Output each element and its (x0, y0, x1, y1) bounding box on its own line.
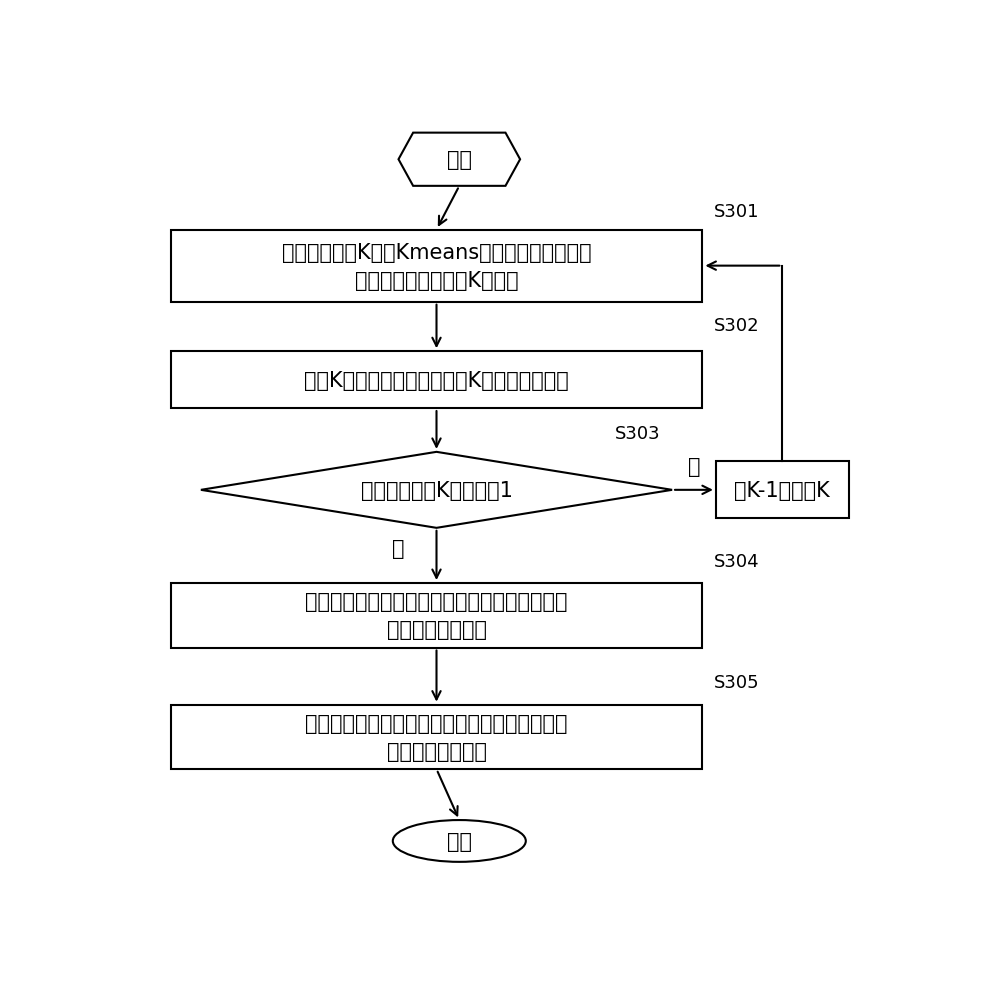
Text: 否: 否 (392, 538, 405, 558)
Text: 结束: 结束 (447, 831, 472, 851)
Text: 将K-1赋值给K: 将K-1赋值给K (734, 480, 830, 500)
Text: S303: S303 (615, 425, 661, 443)
Text: 是: 是 (688, 457, 700, 476)
Text: S305: S305 (714, 673, 760, 691)
Text: 基于类簇指标曲线中的拐点从多个聚类数量中确
定出目标聚类数量: 基于类簇指标曲线中的拐点从多个聚类数量中确 定出目标聚类数量 (305, 713, 568, 761)
Text: 开始: 开始 (447, 150, 472, 170)
Text: 基于聚类数量和与各个聚类数量对应的类簇指标
绘制类簇指标曲线: 基于聚类数量和与各个聚类数量对应的类簇指标 绘制类簇指标曲线 (305, 592, 568, 640)
Text: 通过K个类簇计算与聚类数量K对应的类簇指标: 通过K个类簇计算与聚类数量K对应的类簇指标 (304, 371, 569, 390)
FancyBboxPatch shape (171, 231, 702, 303)
FancyBboxPatch shape (171, 705, 702, 769)
Text: S302: S302 (714, 317, 760, 334)
Polygon shape (201, 453, 672, 528)
Text: S304: S304 (714, 552, 760, 570)
FancyBboxPatch shape (171, 352, 702, 409)
Text: 基于聚类数量K利用Kmeans聚类方法对目标属性
数据进行聚类，获得K个类簇: 基于聚类数量K利用Kmeans聚类方法对目标属性 数据进行聚类，获得K个类簇 (282, 243, 591, 290)
Polygon shape (399, 133, 520, 186)
Text: S301: S301 (714, 203, 759, 221)
Text: 判断聚类数量K是否大于1: 判断聚类数量K是否大于1 (361, 480, 512, 500)
FancyBboxPatch shape (171, 584, 702, 648)
FancyBboxPatch shape (716, 461, 849, 519)
Ellipse shape (393, 820, 526, 862)
